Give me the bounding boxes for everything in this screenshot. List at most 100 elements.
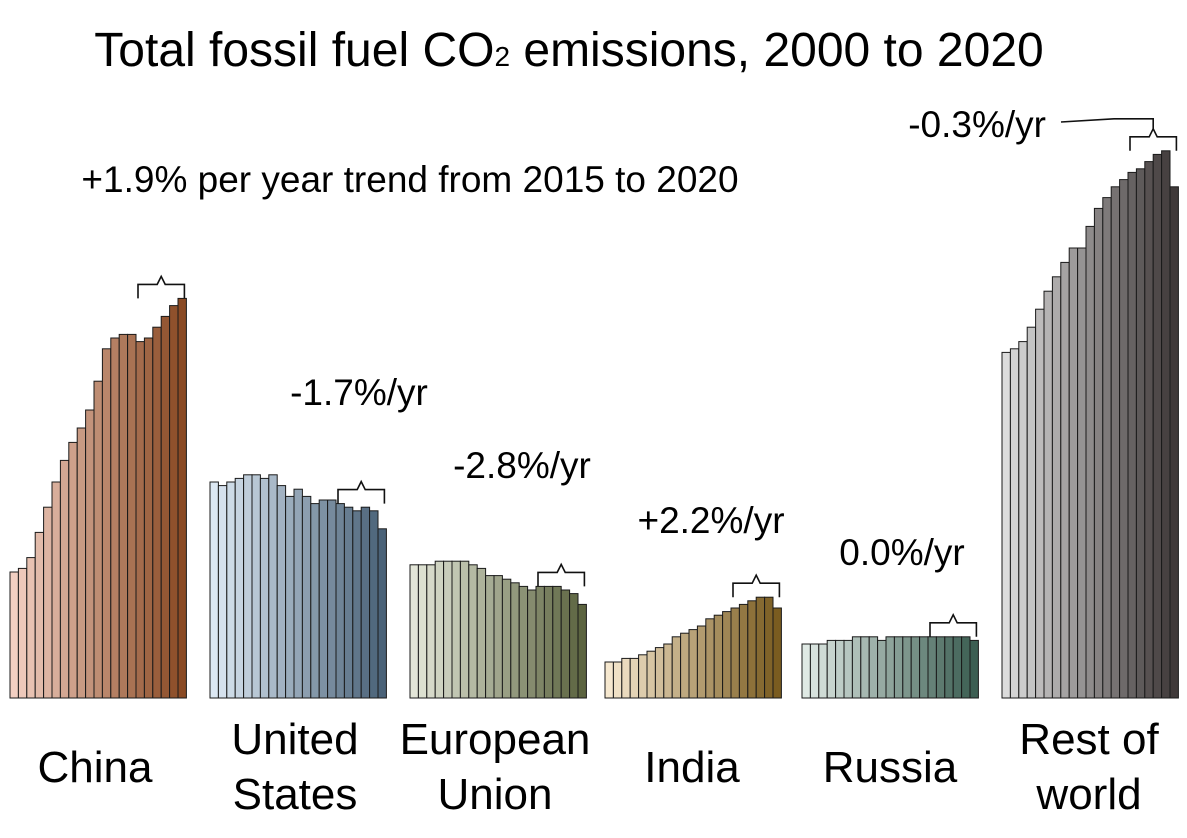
bar-russia-2004 bbox=[835, 639, 845, 699]
bar-india-2018 bbox=[755, 596, 766, 699]
bar-rest-of-world-2014 bbox=[1119, 179, 1129, 699]
bar-united-states-2005 bbox=[251, 474, 261, 699]
trend-bracket-european-union bbox=[537, 562, 586, 587]
bar-china-2020 bbox=[177, 297, 187, 699]
bar-china-2013 bbox=[118, 333, 129, 699]
bar-european-union-2005 bbox=[451, 560, 461, 699]
chart-title-rest: emissions, 2000 to 2020 bbox=[510, 24, 1044, 77]
bar-russia-2010 bbox=[885, 636, 895, 699]
bar-european-union-2009 bbox=[485, 575, 495, 699]
bar-european-union-2012 bbox=[510, 582, 520, 699]
bar-china-2004 bbox=[43, 506, 53, 699]
bar-rest-of-world-2008 bbox=[1068, 247, 1079, 699]
bar-rest-of-world-2005 bbox=[1043, 290, 1053, 699]
bar-european-union-2013 bbox=[518, 585, 529, 699]
series-rest-of-world: -0.3%/yr Rest of world bbox=[908, 104, 1179, 819]
bar-china-2007 bbox=[68, 441, 78, 699]
category-label-china-line1: China bbox=[38, 743, 153, 792]
bar-russia-2011 bbox=[893, 636, 904, 699]
bar-russia-2008 bbox=[868, 636, 879, 699]
bar-european-union-2020 bbox=[577, 603, 587, 699]
bar-united-states-2002 bbox=[226, 481, 236, 699]
bar-united-states-2013 bbox=[318, 499, 329, 699]
bar-united-states-2004 bbox=[243, 474, 253, 699]
category-label-european-union-line1: European bbox=[400, 715, 591, 764]
category-label-european-union-line2: Union bbox=[438, 770, 553, 819]
trend-label-china: +1.9% per year trend from 2015 to 2020 bbox=[81, 159, 738, 200]
bar-russia-2013 bbox=[910, 636, 921, 699]
trend-label-european-union: -2.8%/yr bbox=[453, 445, 591, 486]
bar-china-2006 bbox=[59, 459, 70, 699]
bar-rest-of-world-2000 bbox=[1001, 351, 1011, 699]
series-united-states: -1.7%/yr United States bbox=[209, 372, 428, 819]
bar-united-states-2006 bbox=[259, 477, 270, 699]
bar-china-2002 bbox=[26, 557, 36, 699]
bar-russia-2014 bbox=[919, 636, 929, 699]
category-label-united-states-line1: United bbox=[231, 715, 358, 764]
bar-european-union-2008 bbox=[476, 567, 487, 699]
bar-russia-2020 bbox=[969, 639, 979, 699]
bar-india-2000 bbox=[604, 661, 614, 699]
bar-european-union-2007 bbox=[468, 564, 478, 699]
bar-rest-of-world-2012 bbox=[1102, 197, 1112, 699]
bar-russia-2009 bbox=[877, 639, 887, 699]
bar-european-union-2004 bbox=[443, 560, 453, 699]
series-china: +1.9% per year trend from 2015 to 2020 Ch… bbox=[9, 159, 739, 792]
bar-russia-2005 bbox=[843, 639, 853, 699]
bar-united-states-2017 bbox=[352, 510, 362, 699]
bar-russia-2017 bbox=[944, 636, 954, 699]
bar-united-states-2015 bbox=[335, 503, 345, 699]
bar-india-2003 bbox=[629, 657, 640, 699]
bar-european-union-2017 bbox=[552, 585, 562, 699]
bar-china-2011 bbox=[101, 348, 112, 699]
bar-china-2010 bbox=[93, 380, 103, 699]
bar-india-2013 bbox=[713, 614, 724, 699]
bar-india-2019 bbox=[764, 596, 774, 699]
bar-european-union-2001 bbox=[417, 564, 428, 699]
bar-china-2018 bbox=[160, 315, 171, 699]
trend-label-russia: 0.0%/yr bbox=[839, 532, 964, 573]
bar-united-states-2008 bbox=[276, 485, 287, 699]
bar-rest-of-world-2013 bbox=[1110, 186, 1121, 699]
bar-india-2015 bbox=[730, 607, 740, 699]
bar-rest-of-world-2011 bbox=[1093, 207, 1104, 699]
bar-russia-2019 bbox=[961, 636, 971, 699]
trend-bracket-china bbox=[137, 274, 186, 299]
bar-india-2016 bbox=[738, 603, 749, 699]
bar-china-2017 bbox=[152, 326, 162, 699]
bar-united-states-2020 bbox=[377, 528, 387, 699]
bar-european-union-2002 bbox=[426, 564, 436, 699]
bar-russia-2002 bbox=[818, 643, 828, 699]
category-label-rest-of-world-line2: world bbox=[1035, 770, 1141, 819]
category-label-india-line1: India bbox=[644, 743, 740, 792]
bar-united-states-2009 bbox=[285, 495, 295, 699]
bar-india-2004 bbox=[638, 654, 648, 699]
bar-european-union-2014 bbox=[527, 589, 537, 699]
category-label-russia-line1: Russia bbox=[823, 743, 958, 792]
bar-china-2019 bbox=[169, 305, 179, 699]
trend-bracket-russia bbox=[929, 613, 978, 637]
bar-rest-of-world-2003 bbox=[1026, 326, 1037, 699]
trend-label-united-states: -1.7%/yr bbox=[290, 372, 428, 413]
bar-china-2014 bbox=[127, 333, 137, 699]
trend-label-india: +2.2%/yr bbox=[637, 500, 784, 541]
bar-india-2020 bbox=[772, 607, 782, 699]
bar-china-2008 bbox=[76, 427, 87, 699]
chart-title-subscript: 2 bbox=[494, 41, 510, 72]
bar-european-union-2019 bbox=[569, 593, 579, 699]
bar-russia-2000 bbox=[801, 643, 811, 699]
bar-united-states-2011 bbox=[301, 495, 312, 699]
bar-european-union-2006 bbox=[459, 560, 470, 699]
bar-india-2009 bbox=[680, 632, 690, 699]
series-european-union: -2.8%/yr European Union bbox=[400, 445, 591, 819]
bar-china-2000 bbox=[9, 571, 19, 699]
bar-united-states-2010 bbox=[293, 488, 303, 699]
category-label-rest-of-world-line1: Rest of bbox=[1019, 715, 1159, 764]
trend-bracket-united-states bbox=[337, 479, 386, 504]
bar-rest-of-world-2010 bbox=[1085, 225, 1095, 699]
bar-russia-2006 bbox=[851, 636, 862, 699]
bar-rest-of-world-2018 bbox=[1152, 153, 1163, 699]
series-russia: 0.0%/yr Russia bbox=[801, 532, 979, 792]
trend-bracket-rest-of-world bbox=[1129, 127, 1178, 151]
